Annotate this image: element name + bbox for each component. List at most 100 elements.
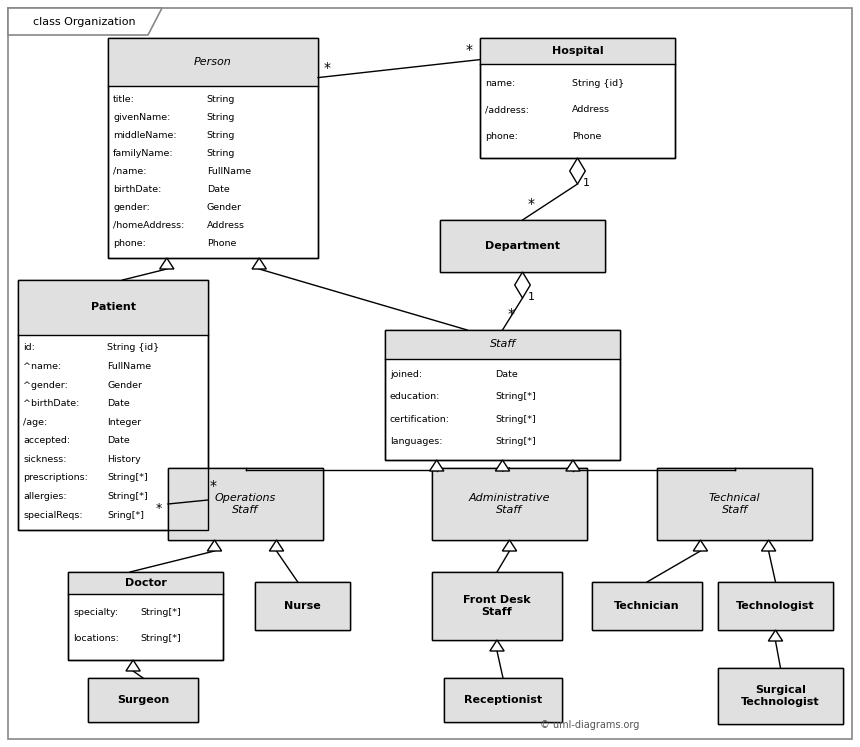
Text: String[*]: String[*] — [108, 474, 148, 483]
Text: Patient: Patient — [90, 303, 136, 312]
Text: Integer: Integer — [108, 418, 142, 427]
Polygon shape — [126, 660, 140, 671]
Text: middleName:: middleName: — [113, 131, 176, 140]
Text: FullName: FullName — [108, 362, 151, 371]
Text: birthDate:: birthDate: — [113, 185, 162, 194]
Polygon shape — [160, 258, 174, 269]
Text: 1: 1 — [527, 292, 535, 302]
Text: title:: title: — [113, 95, 135, 104]
Text: familyName:: familyName: — [113, 149, 174, 158]
Bar — [718, 668, 843, 724]
Bar — [480, 38, 675, 158]
Text: Address: Address — [206, 221, 245, 230]
Text: Technician: Technician — [614, 601, 679, 611]
Polygon shape — [429, 460, 444, 471]
Bar — [480, 38, 675, 158]
Text: joined:: joined: — [390, 370, 422, 379]
Bar — [657, 468, 812, 540]
Bar — [432, 468, 587, 540]
Text: Gender: Gender — [108, 381, 142, 390]
Text: education:: education: — [390, 392, 440, 401]
Bar — [444, 678, 562, 722]
Bar — [108, 38, 318, 87]
Bar — [432, 572, 562, 640]
Text: String[*]: String[*] — [495, 438, 536, 447]
Text: sickness:: sickness: — [23, 455, 66, 464]
Text: /age:: /age: — [23, 418, 47, 427]
Bar — [432, 468, 587, 540]
Text: String {id}: String {id} — [572, 78, 623, 87]
Bar — [718, 582, 833, 630]
Text: Front Desk
Staff: Front Desk Staff — [464, 595, 531, 617]
Bar — [385, 330, 620, 460]
Bar — [657, 468, 812, 540]
Text: Doctor: Doctor — [125, 578, 167, 588]
Bar — [385, 330, 620, 460]
Bar — [444, 678, 562, 722]
Polygon shape — [490, 640, 504, 651]
Bar — [718, 668, 843, 724]
Bar — [68, 572, 223, 594]
Text: Date: Date — [108, 399, 130, 408]
Text: specialty:: specialty: — [73, 608, 118, 617]
Text: Date: Date — [495, 370, 519, 379]
Bar — [718, 582, 833, 630]
Text: Nurse: Nurse — [284, 601, 321, 611]
Text: String: String — [206, 131, 235, 140]
Polygon shape — [207, 540, 222, 551]
Bar — [718, 668, 843, 724]
Bar — [168, 468, 323, 540]
Text: Sring[*]: Sring[*] — [108, 511, 144, 520]
Text: 1: 1 — [582, 178, 589, 188]
Text: Administrative
Staff: Administrative Staff — [469, 493, 550, 515]
Text: allergies:: allergies: — [23, 492, 66, 501]
Text: Date: Date — [108, 436, 130, 445]
Bar — [432, 468, 587, 540]
Bar — [592, 582, 702, 630]
Text: accepted:: accepted: — [23, 436, 71, 445]
Bar — [718, 582, 833, 630]
Bar — [168, 468, 323, 540]
Bar — [444, 678, 562, 722]
Polygon shape — [761, 540, 776, 551]
Text: Phone: Phone — [206, 239, 237, 248]
Text: /address:: /address: — [485, 105, 529, 114]
Text: Staff: Staff — [489, 339, 515, 350]
Text: History: History — [108, 455, 141, 464]
Text: Technical
Staff: Technical Staff — [709, 493, 760, 515]
Text: Operations
Staff: Operations Staff — [215, 493, 276, 515]
Text: String[*]: String[*] — [108, 492, 148, 501]
Text: id:: id: — [23, 344, 35, 353]
Bar — [480, 38, 675, 64]
Polygon shape — [502, 540, 517, 551]
Text: prescriptions:: prescriptions: — [23, 474, 88, 483]
Polygon shape — [252, 258, 267, 269]
Text: Department: Department — [485, 241, 560, 251]
Bar — [108, 38, 318, 258]
Text: String[*]: String[*] — [141, 634, 181, 643]
Text: Hospital: Hospital — [551, 46, 604, 56]
Bar — [255, 582, 350, 630]
Text: *: * — [527, 197, 535, 211]
Bar — [440, 220, 605, 272]
Text: String[*]: String[*] — [495, 392, 536, 401]
Text: specialReqs:: specialReqs: — [23, 511, 83, 520]
Bar — [255, 582, 350, 630]
Polygon shape — [495, 460, 510, 471]
Bar — [432, 572, 562, 640]
Text: ^gender:: ^gender: — [23, 381, 68, 390]
Text: *: * — [324, 61, 331, 75]
Text: givenName:: givenName: — [113, 113, 170, 122]
Text: Gender: Gender — [206, 203, 242, 212]
Text: phone:: phone: — [113, 239, 146, 248]
Text: *: * — [507, 307, 514, 321]
Text: FullName: FullName — [206, 167, 251, 176]
Bar — [68, 572, 223, 660]
Text: /name:: /name: — [113, 167, 146, 176]
Bar — [88, 678, 198, 722]
Bar — [432, 572, 562, 640]
Bar — [592, 582, 702, 630]
Polygon shape — [693, 540, 708, 551]
Text: © uml-diagrams.org: © uml-diagrams.org — [540, 720, 639, 730]
Text: String: String — [206, 95, 235, 104]
